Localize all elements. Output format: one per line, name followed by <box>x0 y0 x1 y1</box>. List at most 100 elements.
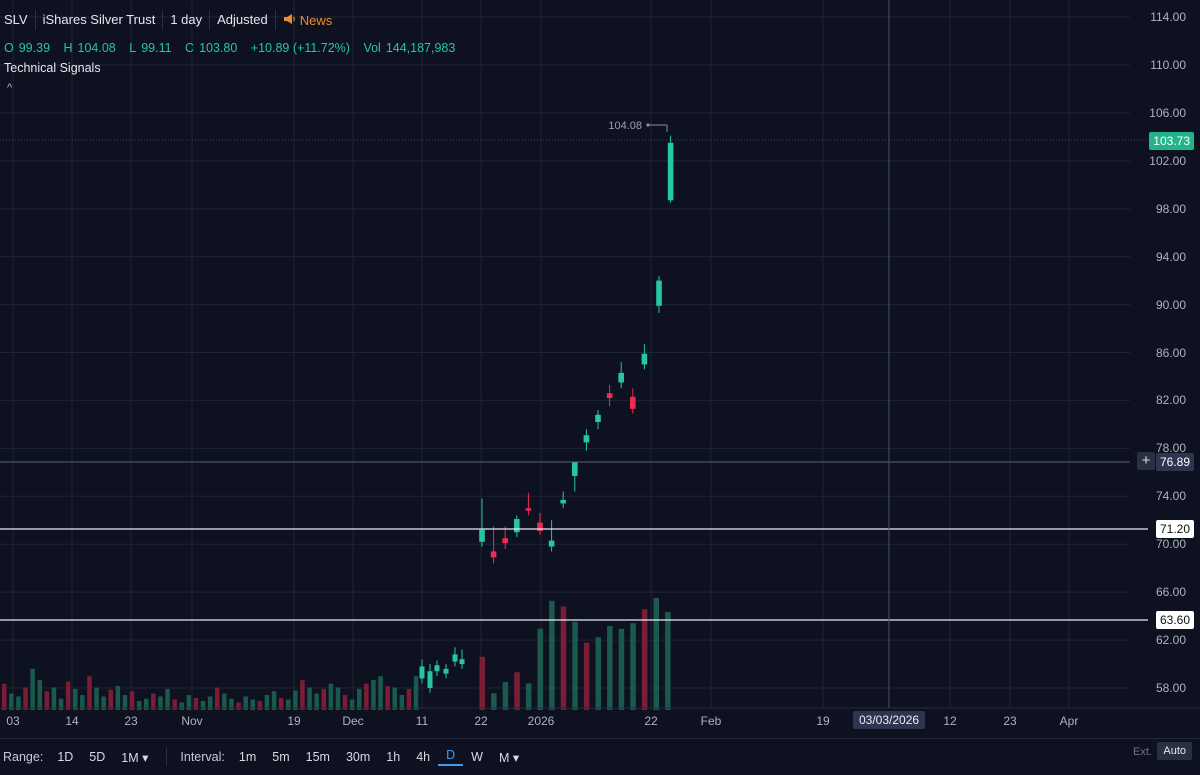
volume-bar <box>94 687 99 710</box>
volume-bar <box>87 676 92 710</box>
symbol-label[interactable]: SLV <box>0 10 36 30</box>
volume-bar <box>514 672 520 710</box>
y-tick-label: 78.00 <box>1155 441 1186 456</box>
interval-4h-button[interactable]: 4h <box>416 750 431 764</box>
horizontal-line-price-tag-2[interactable]: 63.60 <box>1155 611 1194 629</box>
low-value: 99.11 <box>141 41 172 55</box>
volume-bar <box>349 699 355 710</box>
volume-bar <box>371 680 376 710</box>
volume-bar <box>222 693 227 710</box>
ohlc-readout: O 99.39 H 104.08 L 99.11 C 103.80 +10.89 (+1… <box>4 41 465 55</box>
range-1m-button[interactable]: 1M ▾ <box>121 750 149 765</box>
extended-hours-toggle[interactable]: Ext. <box>1133 746 1152 758</box>
candle-body <box>459 659 465 665</box>
x-tick-label: 14 <box>65 714 79 728</box>
volume-bar <box>65 681 71 710</box>
auto-scale-button[interactable]: Auto <box>1157 742 1192 760</box>
crosshair-date-tag: 03/03/2026 <box>853 711 926 729</box>
volume-bar <box>122 695 128 710</box>
candle-body <box>419 666 425 679</box>
volume-bar <box>413 676 419 710</box>
candle-body <box>560 499 566 504</box>
y-tick-label: 58.00 <box>1155 681 1186 695</box>
volume-bar <box>641 609 648 710</box>
candle-body <box>656 280 662 306</box>
candle-body <box>667 142 674 201</box>
volume-bar <box>307 687 312 710</box>
candle-body <box>434 665 440 672</box>
volume-bar <box>314 693 319 710</box>
volume-bar <box>186 695 192 710</box>
candle-body <box>427 671 433 688</box>
interval-30m-button[interactable]: 30m <box>345 750 371 764</box>
volume-bar <box>583 642 590 710</box>
volume-bar <box>479 656 485 710</box>
chevron-up-icon[interactable]: ^ <box>7 82 13 94</box>
high-key: H <box>63 41 73 55</box>
volume-bar <box>525 683 532 710</box>
range-label: Range: <box>3 750 44 764</box>
adjusted-label[interactable]: Adjusted <box>210 10 276 30</box>
candle-body <box>548 540 555 547</box>
close-key: C <box>185 41 195 55</box>
volume-bar <box>80 695 85 710</box>
volume-bar <box>271 691 277 710</box>
volume-key: Vol <box>363 41 381 55</box>
volume-bar <box>30 668 35 710</box>
open-value: 99.39 <box>18 41 51 55</box>
y-tick-label: 62.00 <box>1155 633 1186 648</box>
bottom-toolbar: Range: 1D 5D 1M ▾ Interval: 1m 5m 15m 30… <box>0 738 1200 775</box>
x-tick-label: Dec <box>342 714 364 728</box>
candle-body <box>525 508 532 511</box>
volume-bar <box>2 683 7 710</box>
interval-d-button[interactable]: D <box>438 748 464 766</box>
volume-bar <box>560 606 567 710</box>
add-alert-icon[interactable]: + <box>1137 452 1155 470</box>
volume-bar <box>236 702 241 710</box>
volume-bar <box>321 689 326 710</box>
volume-bar <box>58 698 64 710</box>
y-tick-label: 74.00 <box>1155 489 1186 504</box>
candle-body <box>595 414 601 422</box>
news-button[interactable]: News <box>276 12 333 28</box>
volume-bar <box>406 689 412 710</box>
news-label: News <box>299 12 333 28</box>
volume-bar <box>215 687 220 710</box>
candle-body <box>443 668 449 674</box>
interval-15m-button[interactable]: 15m <box>305 750 330 764</box>
y-tick-label: 94.00 <box>1155 249 1186 264</box>
volume-bar <box>342 695 348 710</box>
instrument-name: iShares Silver Trust <box>36 10 164 30</box>
interval-w-button[interactable]: W <box>471 750 483 764</box>
high-marker-dot <box>646 123 650 127</box>
range-5d-button[interactable]: 5D <box>89 750 106 764</box>
x-tick-label: 19 <box>287 714 301 728</box>
volume-bar <box>172 699 177 710</box>
volume-bar <box>286 699 291 710</box>
x-tick-label: Apr <box>1059 714 1079 728</box>
x-tick-label: Nov <box>181 714 203 728</box>
close-value: 103.80 <box>199 41 238 55</box>
volume-bar <box>44 691 50 710</box>
volume-bar <box>328 683 334 710</box>
volume-bar <box>16 696 21 710</box>
candle-body <box>630 396 636 409</box>
horizontal-line-price-tag-1[interactable]: 71.20 <box>1155 520 1194 538</box>
volume-bar <box>23 687 28 710</box>
volume-bar <box>129 691 135 710</box>
x-tick-label: 19 <box>816 714 830 728</box>
price-chart[interactable]: 104.08 <box>0 0 1200 738</box>
y-tick-label: 70.00 <box>1155 537 1186 552</box>
interval-m-button[interactable]: M ▾ <box>498 750 520 765</box>
y-tick-label: 110.00 <box>1150 57 1186 72</box>
volume-bar <box>207 696 213 710</box>
volume-bar <box>357 689 362 710</box>
interval-1h-button[interactable]: 1h <box>386 750 401 764</box>
interval-5m-button[interactable]: 5m <box>272 750 290 764</box>
interval-label[interactable]: 1 day <box>163 10 211 30</box>
interval-1m-button[interactable]: 1m <box>238 750 257 764</box>
range-1d-button[interactable]: 1D <box>57 750 74 764</box>
technical-signals-toggle[interactable]: Technical Signals <box>4 61 101 75</box>
volume-bar <box>179 702 184 710</box>
interval-label: Interval: <box>180 750 225 764</box>
